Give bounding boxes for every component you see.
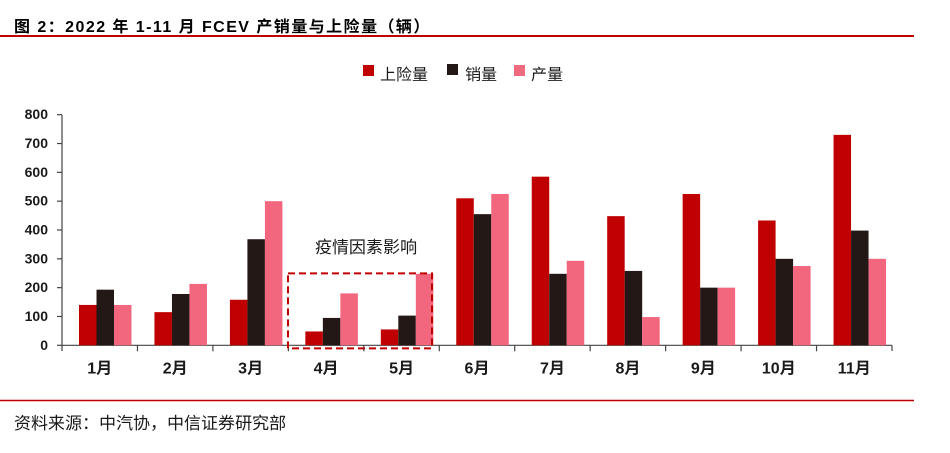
- svg-text:100: 100: [25, 308, 49, 324]
- svg-text:1月: 1月: [87, 360, 112, 377]
- svg-text:800: 800: [25, 106, 49, 122]
- svg-text:700: 700: [25, 135, 49, 151]
- svg-text:4月: 4月: [314, 360, 339, 377]
- svg-text:2月: 2月: [163, 360, 188, 377]
- svg-text:5月: 5月: [389, 360, 414, 377]
- svg-text:600: 600: [25, 164, 49, 180]
- svg-text:500: 500: [25, 193, 49, 209]
- svg-text:3月: 3月: [238, 360, 263, 377]
- svg-text:8月: 8月: [615, 360, 640, 377]
- svg-text:6月: 6月: [465, 360, 490, 377]
- svg-text:300: 300: [25, 250, 49, 266]
- svg-text:7月: 7月: [540, 360, 565, 377]
- svg-text:0: 0: [40, 337, 48, 353]
- svg-text:9月: 9月: [691, 360, 716, 377]
- svg-text:200: 200: [25, 279, 49, 295]
- svg-text:资料来源：中汽协，中信证券研究部: 资料来源：中汽协，中信证券研究部: [14, 414, 286, 433]
- svg-text:400: 400: [25, 222, 49, 238]
- svg-text:疫情因素影响: 疫情因素影响: [315, 238, 417, 257]
- svg-text:11月: 11月: [838, 360, 871, 377]
- svg-text:10月: 10月: [762, 360, 796, 377]
